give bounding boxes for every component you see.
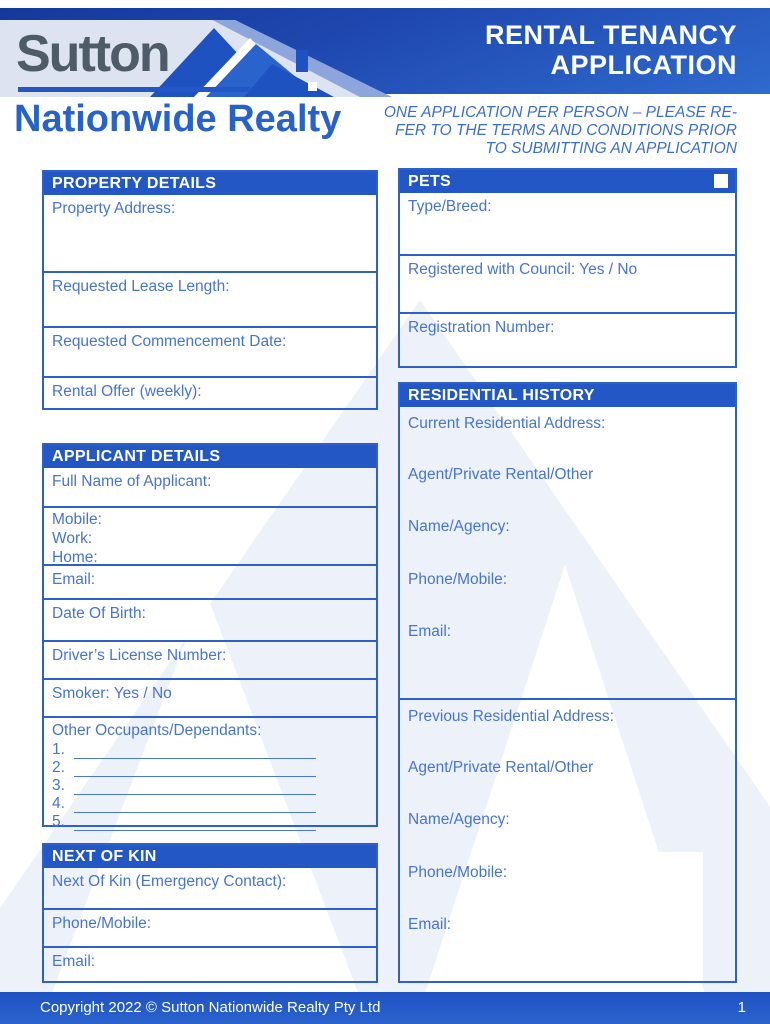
occupant-write-line[interactable] (74, 780, 316, 795)
field-property-address[interactable]: Property Address: (52, 200, 176, 217)
field-previous-phone[interactable]: Phone/Mobile: (408, 863, 508, 881)
brand-nationwide-realty: Nationwide Realty (14, 98, 342, 140)
field-email[interactable]: Email: (44, 564, 376, 598)
field-current-agent-type[interactable]: Agent/Private Rental/Other (408, 465, 594, 483)
field-previous-address[interactable]: Previous Residential Address: (408, 708, 614, 725)
pets-header: PETS (400, 170, 735, 193)
watermark-chimney (628, 852, 703, 980)
residential-history-header: RESIDENTIAL HISTORY (400, 384, 735, 407)
note-line2: FER TO THE TERMS AND CONDITIONS PRIOR (395, 122, 737, 139)
occupant-write-line[interactable] (74, 816, 316, 831)
field-current-email[interactable]: Email: (408, 623, 452, 640)
applicant-details-header: APPLICANT DETAILS (44, 445, 376, 468)
field-phones[interactable]: Mobile: Work: Home: (44, 506, 376, 566)
occupant-line-1[interactable]: 1. (52, 741, 368, 759)
field-current-phone[interactable]: Phone/Mobile: (408, 570, 508, 588)
field-full-name[interactable]: Full Name of Applicant: (52, 473, 212, 490)
page-number: 1 (737, 999, 746, 1016)
field-date-of-birth[interactable]: Date Of Birth: (44, 598, 376, 640)
occupant-number: 5. (52, 813, 65, 830)
field-kin-contact[interactable]: Next Of Kin (Emergency Contact): (52, 873, 287, 890)
field-kin-email[interactable]: Email: (44, 946, 376, 985)
section-residential-history: RESIDENTIAL HISTORY Current Residential … (398, 382, 737, 983)
other-occupants-label: Other Occupants/Dependants: (52, 722, 262, 739)
section-applicant-details: APPLICANT DETAILS Full Name of Applicant… (42, 443, 378, 831)
field-pet-type-breed[interactable]: Type/Breed: (408, 198, 492, 215)
page-title-line2: APPLICATION (550, 50, 737, 80)
field-kin-phone[interactable]: Phone/Mobile: (44, 908, 376, 946)
field-mobile[interactable]: Mobile: (52, 511, 102, 528)
field-pet-registered[interactable]: Registered with Council: Yes / No (400, 254, 735, 312)
brand-sutton: Sutton (16, 25, 171, 83)
occupant-write-line[interactable] (74, 798, 316, 813)
pets-checkbox[interactable] (714, 174, 728, 188)
note-line3: TO SUBMITTING AN APPLICATION (485, 140, 737, 157)
application-note: ONE APPLICATION PER PERSON – PLEASE RE- … (384, 104, 737, 158)
occupant-line-4[interactable]: 4. (52, 795, 368, 813)
occupant-number: 2. (52, 759, 65, 776)
mountain-house-logo-icon (150, 28, 334, 97)
copyright-text: Copyright 2022 © Sutton Nationwide Realt… (40, 999, 381, 1016)
section-property-details: PROPERTY DETAILS Property Address: Reque… (42, 170, 378, 410)
page-title-line1: RENTAL TENANCY (484, 20, 737, 50)
footer-bar: Copyright 2022 © Sutton Nationwide Realt… (0, 992, 770, 1024)
field-previous-name-agency[interactable]: Name/Agency: (408, 811, 510, 828)
field-commencement-date[interactable]: Requested Commencement Date: (44, 326, 376, 376)
section-next-of-kin: NEXT OF KIN Next Of Kin (Emergency Conta… (42, 843, 378, 983)
next-of-kin-header: NEXT OF KIN (44, 845, 376, 868)
section-pets: PETS Type/Breed: Registered with Council… (398, 168, 737, 368)
current-residence-block: Current Residential Address: Agent/Priva… (400, 407, 735, 698)
field-other-occupants[interactable]: Other Occupants/Dependants: 1. 2. 3. 4. … (44, 716, 376, 831)
pets-header-label: PETS (408, 173, 451, 190)
field-current-address[interactable]: Current Residential Address: (408, 415, 606, 432)
field-work[interactable]: Work: (52, 530, 93, 547)
occupant-write-line[interactable] (74, 762, 316, 777)
field-home[interactable]: Home: (52, 549, 98, 566)
occupant-number: 3. (52, 777, 65, 794)
property-details-header: PROPERTY DETAILS (44, 172, 376, 195)
note-line1: ONE APPLICATION PER PERSON – PLEASE RE- (383, 104, 737, 121)
field-lease-length[interactable]: Requested Lease Length: (44, 271, 376, 326)
field-drivers-license[interactable]: Driver’s License Number: (44, 640, 376, 678)
page-title: RENTAL TENANCY APPLICATION (485, 20, 737, 80)
field-smoker[interactable]: Smoker: Yes / No (44, 678, 376, 716)
field-rental-offer[interactable]: Rental Offer (weekly): (44, 376, 376, 412)
occupant-number: 1. (52, 741, 65, 758)
previous-residence-block: Previous Residential Address: Agent/Priv… (400, 698, 735, 982)
occupant-line-3[interactable]: 3. (52, 777, 368, 795)
field-current-name-agency[interactable]: Name/Agency: (408, 518, 510, 535)
field-previous-email[interactable]: Email: (408, 916, 452, 933)
occupant-number: 4. (52, 795, 65, 812)
field-pet-registration-number[interactable]: Registration Number: (400, 312, 735, 370)
occupant-line-2[interactable]: 2. (52, 759, 368, 777)
occupant-write-line[interactable] (74, 744, 316, 759)
brand-underline (18, 87, 250, 92)
occupant-line-5[interactable]: 5. (52, 813, 368, 831)
field-previous-agent-type[interactable]: Agent/Private Rental/Other (408, 758, 594, 776)
